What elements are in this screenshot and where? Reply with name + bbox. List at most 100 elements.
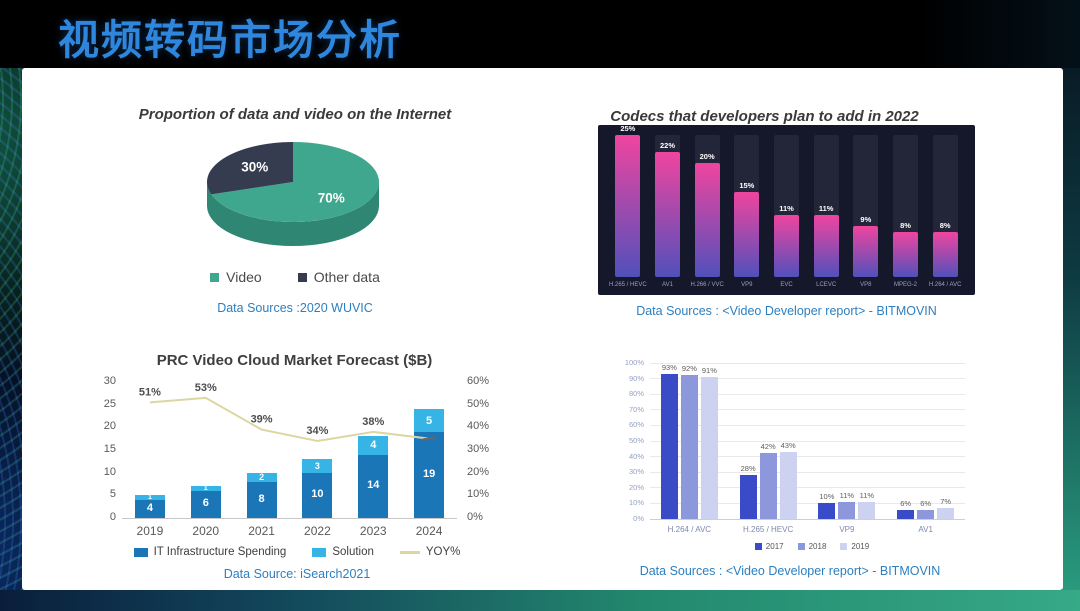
gridline bbox=[650, 378, 965, 380]
stacked-bar-solution: 2 bbox=[246, 472, 277, 483]
yoy-point-label: 53% bbox=[195, 382, 217, 394]
legend-label: Other data bbox=[313, 269, 380, 285]
codec-chart-title: Codecs that developers plan to add in 20… bbox=[610, 108, 919, 125]
usage-bar-2019 bbox=[700, 377, 718, 519]
pie-legend: Video Other data bbox=[99, 269, 491, 285]
codec-x-label: VP9 bbox=[741, 282, 753, 288]
codec-chart-source: Data Sources : <Video Developer report> … bbox=[636, 304, 937, 318]
yoy-line bbox=[149, 396, 430, 442]
legend-label: 2018 bbox=[808, 542, 827, 551]
x-axis-label: 2024 bbox=[415, 524, 443, 538]
codec-value-label: 11% bbox=[779, 203, 794, 213]
codec-bar bbox=[694, 163, 720, 277]
codec-usage-plot: 0% 10% 20% 30% 40% 50% 60% 70% 80% 90% 100% 93% 92% 9… bbox=[625, 358, 965, 534]
stacked-bar-it-infrastructure: 8 bbox=[246, 481, 277, 518]
bar-segment-label: 19 bbox=[422, 467, 436, 480]
codec-value-label: 22% bbox=[659, 141, 675, 151]
y-axis-tick-label: 40% bbox=[628, 451, 644, 461]
legend-item: 2019 bbox=[840, 542, 869, 551]
pie-source: Data Sources :2020 WUVIC bbox=[217, 301, 373, 315]
pie-side-wall bbox=[207, 182, 379, 246]
legend-item: YOY% bbox=[399, 546, 461, 558]
bar-segment-label: 8 bbox=[258, 492, 265, 505]
gridline bbox=[650, 456, 965, 458]
legend-label: IT Infrastructure Spending bbox=[153, 546, 287, 558]
legend-label: YOY% bbox=[425, 546, 461, 558]
yoy-end-marker bbox=[422, 436, 436, 441]
pie-chart: 70% 30% bbox=[178, 140, 408, 252]
y-axis-tick-label: 80% bbox=[628, 389, 644, 399]
bar-value-label: 6% bbox=[900, 498, 912, 508]
codec-x-label: H.266 / VVC bbox=[690, 282, 724, 288]
x-axis-label: VP9 bbox=[839, 525, 855, 534]
codec-value-label: 8% bbox=[939, 220, 951, 230]
legend-swatch bbox=[210, 272, 220, 282]
stacked-bar-it-infrastructure: 6 bbox=[190, 490, 221, 518]
yoy-line-svg: 51% 53% 39% 34% 38% bbox=[139, 382, 436, 442]
prc-plot: 4 1 2019 6 1 2020 8 2 2021 10 3 2022 14 4 2023 19 5 2024 0… bbox=[104, 375, 489, 538]
usage-bar-2019 bbox=[858, 501, 876, 519]
codec-bar bbox=[893, 231, 918, 277]
yoy-point-label: 38% bbox=[362, 416, 384, 428]
pie-slice-label: 30% bbox=[241, 159, 268, 174]
gridline bbox=[650, 393, 965, 395]
legend-item: Solution bbox=[312, 546, 374, 558]
legend-label: 2019 bbox=[851, 542, 870, 551]
x-axis-label: H.265 / HEVC bbox=[743, 525, 794, 534]
legend-label: 2017 bbox=[765, 542, 784, 551]
y-axis-tick-label: 100% bbox=[624, 358, 644, 367]
codec-value-label: 11% bbox=[818, 203, 834, 213]
legend-swatch bbox=[297, 272, 307, 282]
legend-item: 2017 bbox=[754, 542, 784, 551]
legend-item: IT Infrastructure Spending bbox=[133, 546, 287, 558]
y-axis-tick-left: 20 bbox=[103, 420, 116, 433]
y-axis-tick-label: 0% bbox=[633, 514, 644, 523]
legend-label: Solution bbox=[332, 546, 374, 558]
x-axis-label: 2021 bbox=[248, 524, 275, 538]
y-axis-tick-left: 0 bbox=[109, 511, 116, 523]
y-axis-tick-label: 50% bbox=[628, 436, 644, 445]
gridline bbox=[650, 502, 965, 504]
gridline bbox=[650, 409, 965, 411]
codec-x-label: AV1 bbox=[662, 282, 673, 288]
codec-bar bbox=[813, 214, 839, 277]
legend-swatch bbox=[754, 543, 762, 550]
usage-bar-2018 bbox=[759, 453, 777, 519]
legend-swatch bbox=[133, 547, 148, 557]
y-axis-tick-label: 20% bbox=[628, 482, 644, 492]
gridline bbox=[650, 471, 965, 473]
codec-value-label: 9% bbox=[860, 214, 872, 224]
x-axis-label: 2020 bbox=[192, 524, 220, 538]
yoy-point-label: 39% bbox=[251, 414, 273, 426]
codec-bar-chart: 25% H.265 / HEVC 22% AV1 20% H.266 / VVC 15% VP… bbox=[598, 124, 975, 295]
codec-bar bbox=[655, 152, 680, 277]
y-axis-tick-right: 60% bbox=[467, 375, 490, 387]
legend-item: Other data bbox=[297, 269, 380, 285]
y-axis-tick-right: 30% bbox=[467, 443, 490, 455]
bar-value-label: 92% bbox=[681, 364, 697, 374]
y-axis-tick-left: 25 bbox=[103, 397, 116, 410]
usage-bar-2019 bbox=[937, 508, 955, 519]
prc-chart-source: Data Source: iSearch2021 bbox=[223, 567, 371, 581]
codec-value-label: 25% bbox=[620, 124, 636, 133]
codec-bar bbox=[932, 231, 958, 277]
pie-slice-other-data bbox=[207, 142, 293, 195]
stacked-bar-solution: 4 bbox=[358, 436, 389, 455]
usage-bar-2017 bbox=[818, 503, 836, 519]
prc-legend: IT Infrastructure Spending Solution YOY% bbox=[82, 546, 512, 558]
bar-segment-label: 4 bbox=[146, 501, 153, 514]
y-axis-tick-label: 60% bbox=[628, 420, 644, 430]
bar-segment-label: 6 bbox=[202, 497, 209, 510]
y-axis-tick-label: 10% bbox=[628, 498, 644, 508]
legend-swatch bbox=[840, 543, 848, 550]
codec-x-label: EVC bbox=[780, 282, 793, 288]
usage-bar-2018 bbox=[838, 501, 856, 519]
legend-item: Video bbox=[210, 269, 262, 285]
y-axis-tick-label: 30% bbox=[628, 467, 644, 477]
prc-chart-title: PRC Video Cloud Market Forecast ($B) bbox=[156, 352, 433, 369]
bar-segment-label: 2 bbox=[259, 472, 265, 483]
legend-swatch bbox=[399, 550, 420, 554]
stacked-bar-solution: 1 bbox=[134, 494, 165, 501]
x-axis-label: H.264 / AVC bbox=[667, 525, 712, 534]
usage-chart-source: Data Sources : <Video Developer report> … bbox=[639, 564, 941, 578]
